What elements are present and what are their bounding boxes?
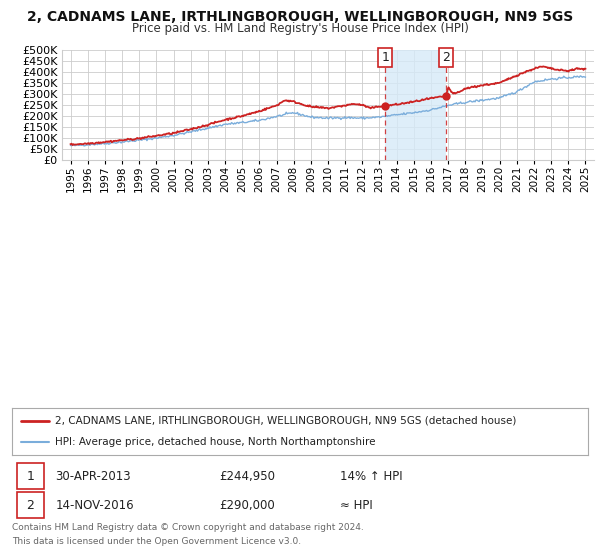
Text: HPI: Average price, detached house, North Northamptonshire: HPI: Average price, detached house, Nort… <box>55 437 376 447</box>
Text: 1: 1 <box>26 470 34 483</box>
Bar <box>385 50 446 160</box>
Text: ≈ HPI: ≈ HPI <box>340 499 373 512</box>
Text: 2: 2 <box>442 50 450 64</box>
Text: 1: 1 <box>381 50 389 64</box>
Text: £244,950: £244,950 <box>220 470 275 483</box>
Text: This data is licensed under the Open Government Licence v3.0.: This data is licensed under the Open Gov… <box>12 537 301 546</box>
Text: 2: 2 <box>26 499 34 512</box>
Text: £290,000: £290,000 <box>220 499 275 512</box>
FancyBboxPatch shape <box>17 492 44 518</box>
Text: 30-APR-2013: 30-APR-2013 <box>55 470 131 483</box>
Text: 2, CADNAMS LANE, IRTHLINGBOROUGH, WELLINGBOROUGH, NN9 5GS: 2, CADNAMS LANE, IRTHLINGBOROUGH, WELLIN… <box>27 10 573 24</box>
FancyBboxPatch shape <box>17 464 44 489</box>
Text: Contains HM Land Registry data © Crown copyright and database right 2024.: Contains HM Land Registry data © Crown c… <box>12 523 364 532</box>
Text: 2, CADNAMS LANE, IRTHLINGBOROUGH, WELLINGBOROUGH, NN9 5GS (detached house): 2, CADNAMS LANE, IRTHLINGBOROUGH, WELLIN… <box>55 416 517 426</box>
Text: 14-NOV-2016: 14-NOV-2016 <box>55 499 134 512</box>
Text: Price paid vs. HM Land Registry's House Price Index (HPI): Price paid vs. HM Land Registry's House … <box>131 22 469 35</box>
Text: 14% ↑ HPI: 14% ↑ HPI <box>340 470 403 483</box>
